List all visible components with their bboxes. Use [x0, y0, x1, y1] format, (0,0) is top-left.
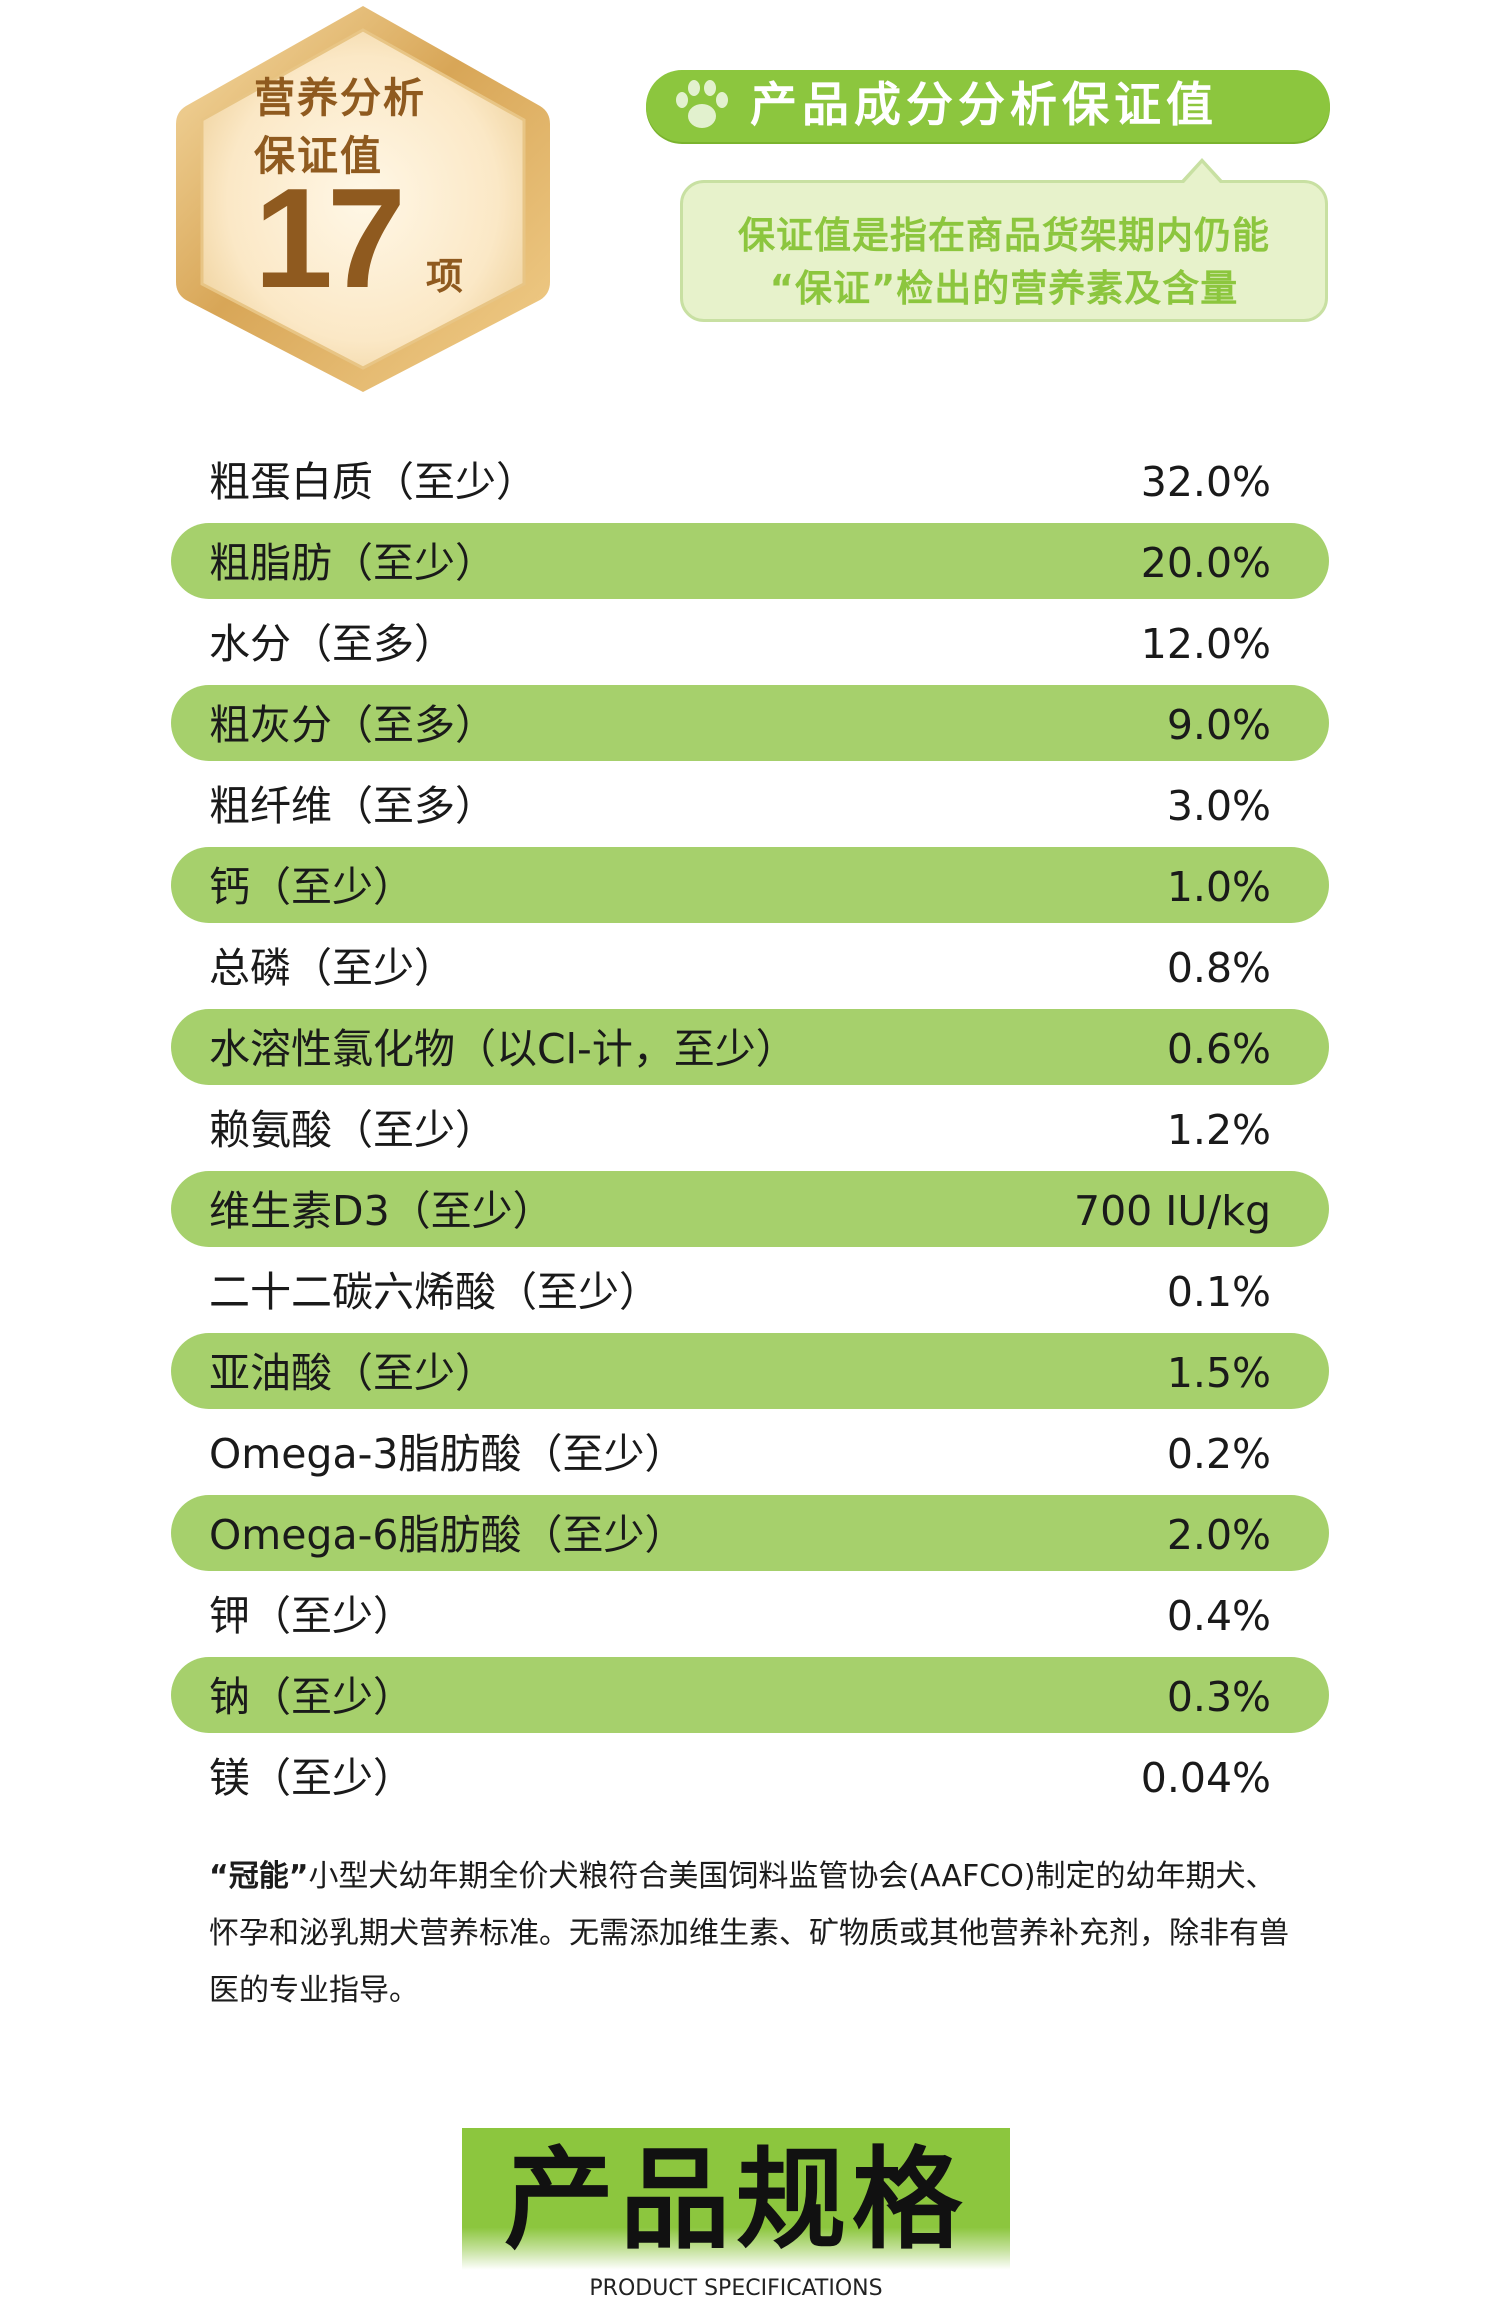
- nutrient-name: 赖氨酸（至少）: [209, 1106, 496, 1154]
- nutrient-value: 0.1%: [1166, 1268, 1271, 1316]
- nutrient-name: 钠（至少）: [209, 1673, 414, 1721]
- footnote-text: 小型犬幼年期全价犬粮符合美国饲料监管协会(AAFCO)制定的幼年期犬、怀孕和泌乳…: [209, 1859, 1289, 2008]
- nutrient-value: 0.8%: [1166, 944, 1271, 992]
- nutrient-value: 2.0%: [1166, 1511, 1271, 1559]
- bubble-text-line1: 保证值是指在商品货架期内仍能: [738, 214, 1270, 257]
- nutrient-value: 700 IU/kg: [1074, 1187, 1271, 1235]
- nutrient-name: 粗纤维（至多）: [209, 782, 496, 830]
- table-row: 水分（至多） 12.0%: [171, 599, 1329, 680]
- nutrient-name: 水分（至多）: [209, 620, 455, 668]
- table-row: 赖氨酸（至少） 1.2%: [171, 1085, 1329, 1166]
- nutrient-value: 0.4%: [1166, 1592, 1271, 1640]
- nutrient-name: Omega-3脂肪酸（至少）: [209, 1430, 686, 1478]
- nutrient-value: 1.5%: [1166, 1349, 1271, 1397]
- nutrient-name: 粗脂肪（至少）: [209, 539, 496, 587]
- table-row: 粗脂肪（至少） 20.0%: [171, 518, 1329, 599]
- table-row: Omega-3脂肪酸（至少） 0.2%: [171, 1409, 1329, 1490]
- nutrient-name: 钙（至少）: [209, 863, 414, 911]
- nutrient-value: 3.0%: [1166, 782, 1271, 830]
- footnote-brand: “冠能”: [209, 1859, 309, 1894]
- spec-subtitle: PRODUCT SPECIFICATIONS: [589, 2276, 883, 2301]
- nutrient-name: 粗灰分（至多）: [209, 701, 496, 749]
- table-row: Omega-6脂肪酸（至少） 2.0%: [171, 1490, 1329, 1571]
- table-row: 粗蛋白质（至少） 32.0%: [171, 437, 1329, 518]
- nutrient-name: 钾（至少）: [209, 1592, 414, 1640]
- nutrient-value: 1.0%: [1166, 863, 1271, 911]
- definition-bubble: 保证值是指在商品货架期内仍能 “保证”检出的营养素及含量: [680, 180, 1328, 322]
- table-row: 钾（至少） 0.4%: [171, 1571, 1329, 1652]
- nutrient-name: 二十二碳六烯酸（至少）: [209, 1268, 660, 1316]
- badge-title-line1: 营养分析: [254, 74, 426, 122]
- table-row: 水溶性氯化物（以Cl-计，至少） 0.6%: [171, 1004, 1329, 1085]
- table-row: 总磷（至少） 0.8%: [171, 923, 1329, 1004]
- nutrient-name: Omega-6脂肪酸（至少）: [209, 1511, 686, 1559]
- footnote: “冠能”小型犬幼年期全价犬粮符合美国饲料监管协会(AAFCO)制定的幼年期犬、怀…: [209, 1848, 1299, 2019]
- hexagon-badge-icon: [176, 6, 550, 392]
- nutrient-name: 总磷（至少）: [209, 944, 455, 992]
- table-row: 镁（至少） 0.04%: [171, 1733, 1329, 1814]
- badge-count: 17: [254, 159, 406, 318]
- spec-heading-block: 产品规格: [462, 2128, 1010, 2270]
- nutrient-value: 12.0%: [1140, 620, 1271, 668]
- section-title: 产品成分分析保证值: [750, 78, 1218, 133]
- spec-title: 产品规格: [504, 2136, 968, 2264]
- nutrition-badge: 营养分析 保证值 17 项: [168, 0, 558, 398]
- nutrient-value: 0.04%: [1140, 1754, 1271, 1802]
- nutrient-table: 粗蛋白质（至少） 32.0% 粗脂肪（至少） 20.0% 水分（至多） 12.0…: [171, 437, 1329, 1814]
- table-row: 粗灰分（至多） 9.0%: [171, 680, 1329, 761]
- nutrient-name: 亚油酸（至少）: [209, 1349, 496, 1397]
- table-row: 钙（至少） 1.0%: [171, 842, 1329, 923]
- table-row: 二十二碳六烯酸（至少） 0.1%: [171, 1247, 1329, 1328]
- badge-title-line2: 保证值: [254, 132, 383, 180]
- nutrient-value: 0.3%: [1166, 1673, 1271, 1721]
- nutrient-value: 9.0%: [1166, 701, 1271, 749]
- nutrient-name: 镁（至少）: [209, 1754, 414, 1802]
- bubble-text-line2: “保证”检出的营养素及含量: [769, 267, 1239, 310]
- nutrient-value: 32.0%: [1140, 458, 1271, 506]
- nutrient-value: 20.0%: [1140, 539, 1271, 587]
- table-row: 粗纤维（至多） 3.0%: [171, 761, 1329, 842]
- table-row: 亚油酸（至少） 1.5%: [171, 1328, 1329, 1409]
- table-row: 维生素D3（至少） 700 IU/kg: [171, 1166, 1329, 1247]
- nutrient-value: 0.2%: [1166, 1430, 1271, 1478]
- bubble-tail-inner: [1184, 163, 1220, 183]
- paw-icon: [676, 80, 728, 128]
- table-row: 钠（至少） 0.3%: [171, 1652, 1329, 1733]
- nutrient-value: 1.2%: [1166, 1106, 1271, 1154]
- badge-unit: 项: [426, 255, 463, 298]
- nutrient-value: 0.6%: [1166, 1025, 1271, 1073]
- nutrient-name: 维生素D3（至少）: [209, 1187, 554, 1235]
- section-header: 产品成分分析保证值: [646, 70, 1330, 142]
- nutrient-name: 水溶性氯化物（以Cl-计，至少）: [209, 1025, 797, 1073]
- nutrient-name: 粗蛋白质（至少）: [209, 458, 537, 506]
